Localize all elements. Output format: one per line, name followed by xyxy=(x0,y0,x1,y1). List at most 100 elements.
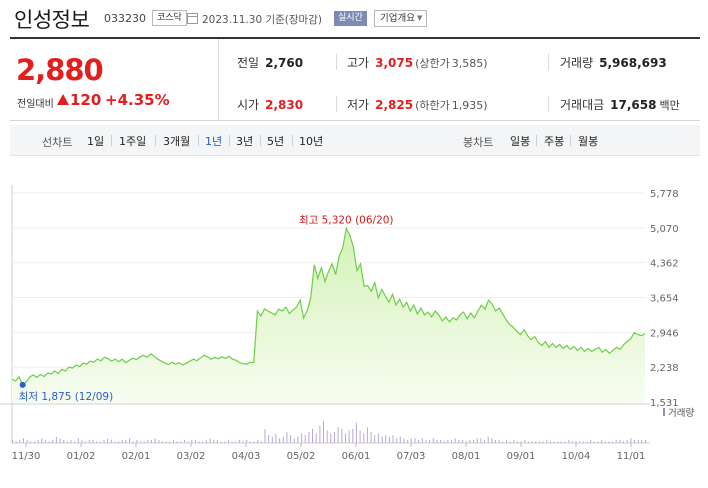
volume: 거래량 5,968,693 xyxy=(560,54,667,71)
volume-bar xyxy=(30,441,32,443)
market-badge: 코스닥 xyxy=(152,10,187,26)
high-label: 고가 xyxy=(347,56,370,70)
tab-1w[interactable]: 1주일 xyxy=(119,135,147,148)
volume-legend-label: 거래량 xyxy=(668,407,694,419)
volume-bar xyxy=(502,441,504,443)
current-price: 2,880 xyxy=(16,53,104,87)
low-annotation: 최저 1,875 (12/09) xyxy=(19,391,114,403)
volume-bar xyxy=(359,430,361,443)
divider xyxy=(155,135,156,146)
volume-bar xyxy=(370,432,372,443)
volume-bar xyxy=(345,433,346,443)
volume-bar xyxy=(326,430,328,443)
lower-limit-value: 1,935) xyxy=(451,99,488,112)
divider xyxy=(198,135,199,146)
prev-close: 전일 2,760 xyxy=(237,54,303,71)
volume-bar xyxy=(162,441,163,443)
volume-bar xyxy=(451,439,453,443)
x-axis-ticks: 11/30 01/02 02/01 03/02 04/03 05/02 06/01 07/03… xyxy=(12,443,645,462)
y-tick-label: 4,362 xyxy=(650,259,679,270)
volume-bar xyxy=(205,439,207,443)
stock-header: 인성정보 033230 코스닥 2023.11.30 기준(장마감) 실시간 기… xyxy=(0,0,708,36)
prev-close-value: 2,760 xyxy=(265,56,304,70)
volume-bar xyxy=(275,433,277,443)
volume-bar xyxy=(418,439,420,443)
divider xyxy=(570,135,571,146)
tab-monthly[interactable]: 월봉 xyxy=(578,135,599,148)
period-tabs: 선차트 1일 1주일 3개월 1년 3년 5년 10년 봉차트 일봉 주봉 월봉 xyxy=(10,125,700,156)
volume-bar xyxy=(626,439,628,443)
tab-5y[interactable]: 5년 xyxy=(267,135,285,148)
volume-bar xyxy=(546,439,548,443)
divider xyxy=(229,135,230,146)
volume-bar xyxy=(85,441,87,443)
date-suffix: 기준(장마감) xyxy=(265,14,322,26)
volume-bar xyxy=(641,439,643,443)
volume-bar xyxy=(506,439,507,443)
x-tick-label: 11/30 xyxy=(12,451,41,462)
tab-3y[interactable]: 3년 xyxy=(236,135,254,148)
volume-bar xyxy=(527,441,529,443)
volume-bar xyxy=(473,439,474,443)
volume-bar xyxy=(52,439,54,443)
volume-bar xyxy=(118,441,120,443)
tab-1d[interactable]: 1일 xyxy=(87,135,105,148)
volume-bar xyxy=(249,441,251,443)
tab-10y[interactable]: 10년 xyxy=(299,135,324,148)
volume-bar xyxy=(129,438,131,443)
tab-3m[interactable]: 3개월 xyxy=(163,135,191,148)
volume-bar xyxy=(216,439,218,443)
volume-bar xyxy=(290,435,292,443)
volume-bar xyxy=(271,436,273,443)
volume-bar xyxy=(604,441,606,443)
company-info-label: 기업개요 xyxy=(380,13,415,24)
tab-daily[interactable]: 일봉 xyxy=(510,135,531,148)
volume-bar xyxy=(469,439,471,443)
volume-bar xyxy=(597,441,599,443)
volume-value: 5,968,693 xyxy=(599,56,667,70)
x-tick-label: 09/01 xyxy=(507,451,536,462)
volume-bar xyxy=(187,441,189,443)
volume-bar xyxy=(586,441,588,443)
volume-bar xyxy=(282,436,284,443)
quote-summary: 2,880 전일대비 120 +4.35% 전일 2,760 고가 3,075 (상한… xyxy=(10,37,700,121)
tab-weekly[interactable]: 주봉 xyxy=(544,135,565,148)
volume-bar xyxy=(37,439,39,443)
realtime-button[interactable]: 실시간 xyxy=(334,11,367,26)
volume-bar xyxy=(524,439,526,443)
divider xyxy=(336,96,337,112)
volume-bar xyxy=(268,435,270,443)
tab-1y[interactable]: 1년 xyxy=(205,135,223,148)
volume-bar xyxy=(165,441,167,443)
volume-bar xyxy=(55,436,57,443)
open-label: 시가 xyxy=(237,98,260,112)
volume-bar xyxy=(377,433,379,443)
volume-bar xyxy=(44,439,46,443)
volume-bar xyxy=(429,439,431,443)
volume-bar xyxy=(538,441,540,443)
volume-bar xyxy=(34,441,35,443)
volume-bar xyxy=(374,435,376,443)
volume-bar xyxy=(601,439,603,443)
volume-bar xyxy=(107,438,109,443)
volume-bar xyxy=(257,439,259,443)
change-amount: 120 xyxy=(70,91,102,109)
volume-bar xyxy=(407,439,409,443)
volume-bar xyxy=(81,439,83,443)
volume-bar xyxy=(549,441,551,443)
volume-bar xyxy=(92,439,94,443)
volume-bar xyxy=(396,438,398,443)
volume-bar xyxy=(301,433,303,443)
x-tick-label: 01/02 xyxy=(67,451,96,462)
volume-bar xyxy=(337,427,339,443)
volume-bar xyxy=(319,425,321,443)
company-info-dropdown[interactable]: 기업개요 ▼ xyxy=(374,10,428,27)
low-label: 저가 xyxy=(347,98,370,112)
volume-bar xyxy=(645,439,646,443)
volume-bar xyxy=(12,439,13,443)
volume-bar xyxy=(421,438,423,443)
high-value: 3,075 xyxy=(375,56,414,70)
volume-bar xyxy=(77,438,79,443)
volume-bar xyxy=(462,439,464,443)
y-tick-label: 5,778 xyxy=(650,189,679,200)
